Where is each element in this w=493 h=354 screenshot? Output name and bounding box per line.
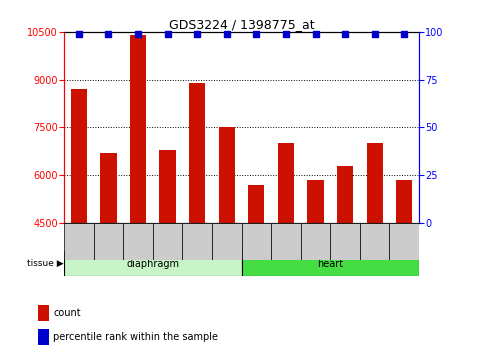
Bar <box>278 143 294 223</box>
FancyBboxPatch shape <box>389 223 419 260</box>
FancyBboxPatch shape <box>360 223 389 260</box>
Text: tissue ▶: tissue ▶ <box>27 259 64 268</box>
Bar <box>337 166 353 223</box>
Text: percentile rank within the sample: percentile rank within the sample <box>54 332 218 342</box>
Bar <box>160 150 176 223</box>
Bar <box>308 180 324 223</box>
FancyBboxPatch shape <box>123 223 153 260</box>
Title: GDS3224 / 1398775_at: GDS3224 / 1398775_at <box>169 18 315 31</box>
FancyBboxPatch shape <box>94 223 123 260</box>
FancyBboxPatch shape <box>64 251 242 276</box>
Text: diaphragm: diaphragm <box>126 259 179 269</box>
Bar <box>38 329 49 345</box>
Bar <box>101 153 117 223</box>
FancyBboxPatch shape <box>301 223 330 260</box>
FancyBboxPatch shape <box>271 223 301 260</box>
Bar <box>71 89 87 223</box>
Bar <box>367 143 383 223</box>
FancyBboxPatch shape <box>153 223 182 260</box>
FancyBboxPatch shape <box>182 223 212 260</box>
FancyBboxPatch shape <box>64 223 94 260</box>
Bar <box>189 83 206 223</box>
Bar <box>38 305 49 321</box>
FancyBboxPatch shape <box>242 251 419 276</box>
FancyBboxPatch shape <box>212 223 242 260</box>
Bar <box>248 185 264 223</box>
FancyBboxPatch shape <box>242 223 271 260</box>
Bar <box>396 180 412 223</box>
Bar <box>219 127 235 223</box>
Bar <box>130 35 146 223</box>
FancyBboxPatch shape <box>330 223 360 260</box>
Text: count: count <box>54 308 81 318</box>
Text: heart: heart <box>317 259 343 269</box>
